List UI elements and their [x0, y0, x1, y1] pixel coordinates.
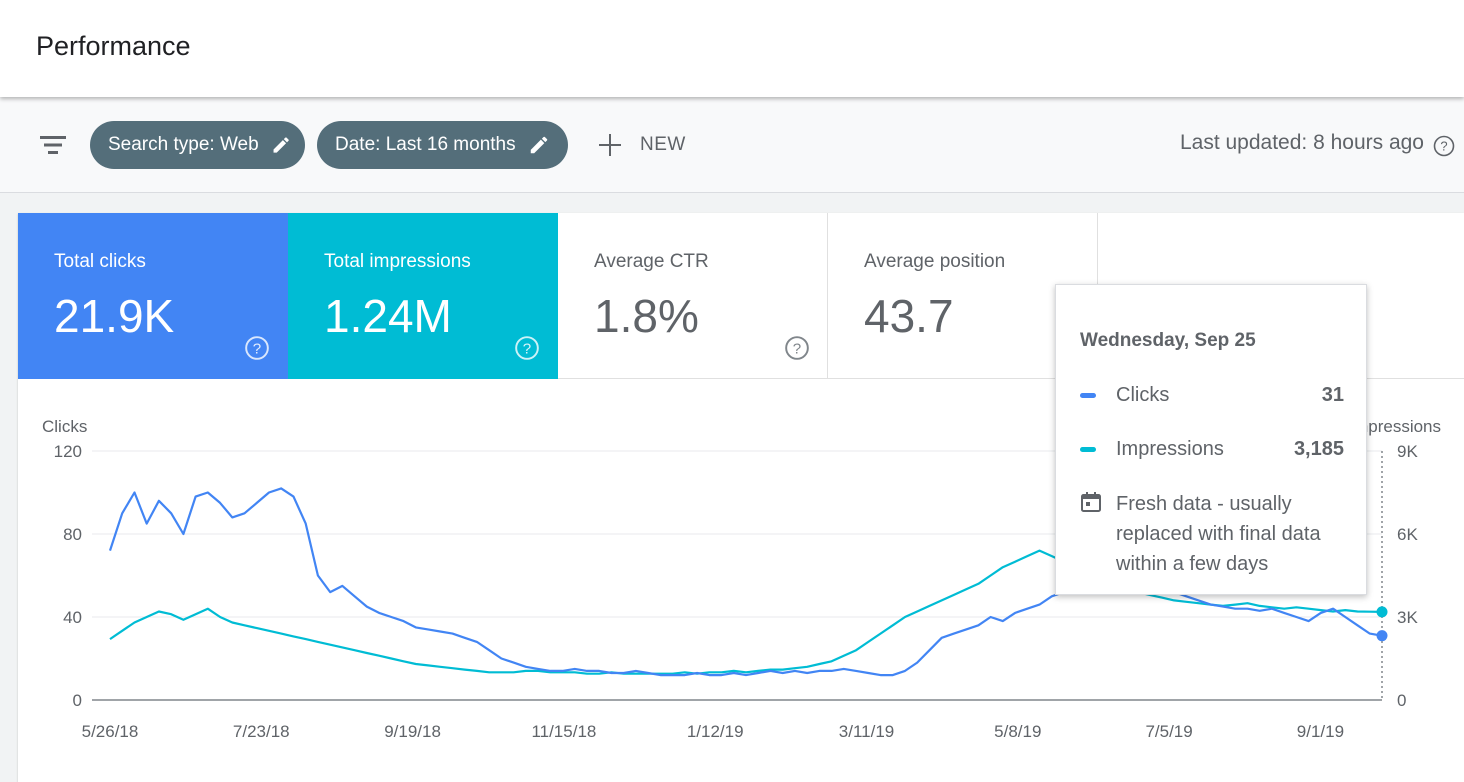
filter-toolbar: Search type: Web Date: Last 16 months NE…	[0, 97, 1464, 193]
fresh-note-line: replaced with final data	[1116, 523, 1321, 545]
help-icon[interactable]: ?	[514, 335, 540, 361]
tooltip-series-value: 3,185	[1293, 437, 1344, 460]
new-filter-button[interactable]: NEW	[596, 121, 686, 169]
edit-icon	[530, 136, 547, 154]
left-tick-label: 0	[73, 691, 82, 710]
metric-average-position[interactable]: Average position 43.7	[828, 213, 1098, 379]
search-type-chip-label: Search type: Web	[108, 134, 259, 155]
left-axis-title: Clicks	[42, 417, 87, 436]
svg-text:?: ?	[1440, 139, 1447, 154]
x-tick-label: 9/19/18	[384, 722, 441, 741]
fresh-note-line: within a few days	[1116, 553, 1269, 575]
tooltip-series-name: Clicks	[1116, 383, 1170, 406]
x-tick-label: 1/12/19	[687, 722, 744, 741]
new-filter-label: NEW	[640, 134, 686, 155]
clicks-legend-swatch	[1080, 392, 1096, 398]
x-tick-label: 11/15/18	[531, 722, 596, 741]
metric-value: 1.24M	[324, 290, 452, 342]
metric-label: Total impressions	[324, 251, 471, 272]
help-icon[interactable]: ?	[784, 335, 810, 361]
x-tick-label: 3/11/19	[839, 722, 894, 741]
right-tick-label: 0	[1397, 691, 1406, 710]
tooltip-series-value: 31	[1321, 383, 1344, 406]
tooltip-fresh-note: Fresh data - usually replaced with final…	[1080, 489, 1350, 579]
x-tick-label: 7/5/19	[1145, 722, 1192, 741]
metric-label: Average CTR	[594, 251, 709, 272]
metric-total-impressions[interactable]: Total impressions 1.24M ?	[288, 213, 558, 379]
tooltip-row-impressions: Impressions 3,185	[1080, 435, 1344, 463]
impressions-line	[109, 549, 1383, 675]
last-updated-text: Last updated: 8 hours ago	[1179, 131, 1424, 154]
plus-icon	[599, 134, 621, 156]
metric-value: 1.8%	[594, 290, 699, 342]
left-tick-label: 40	[63, 608, 82, 627]
filter-icon[interactable]	[36, 131, 70, 159]
tooltip-row-clicks: Clicks 31	[1080, 381, 1344, 409]
x-tick-label: 5/8/19	[994, 722, 1041, 741]
tooltip-date: Wednesday, Sep 25	[1080, 330, 1256, 351]
x-tick-label: 5/26/18	[82, 722, 139, 741]
date-range-chip-label: Date: Last 16 months	[335, 134, 516, 155]
metric-value: 21.9K	[54, 290, 175, 342]
metric-total-clicks[interactable]: Total clicks 21.9K ?	[18, 213, 288, 379]
metric-value: 43.7	[864, 290, 954, 342]
calendar-icon	[1081, 492, 1101, 512]
right-tick-label: 3K	[1397, 608, 1418, 627]
right-axis-title: Impressions	[1349, 417, 1441, 436]
right-tick-label: 6K	[1397, 525, 1418, 544]
svg-text:?: ?	[523, 340, 531, 357]
x-tick-label: 7/23/18	[233, 722, 290, 741]
help-icon[interactable]: ?	[244, 335, 270, 361]
right-tick-label: 9K	[1397, 442, 1418, 461]
svg-text:?: ?	[253, 340, 261, 357]
metric-label: Total clicks	[54, 251, 146, 272]
metric-average-ctr[interactable]: Average CTR 1.8% ?	[558, 213, 828, 379]
impressions-legend-swatch	[1080, 446, 1096, 452]
x-tick-label: 9/1/19	[1297, 722, 1344, 741]
clicks-line-hover-point	[1376, 630, 1388, 642]
fresh-note-line: Fresh data - usually	[1116, 493, 1292, 515]
help-icon[interactable]: ?	[1432, 134, 1456, 158]
page-title: Performance	[36, 31, 191, 61]
tooltip-series-name: Impressions	[1116, 437, 1224, 460]
impressions-line-hover-point	[1376, 606, 1388, 618]
header: Performance	[0, 0, 1464, 97]
date-range-chip[interactable]: Date: Last 16 months	[317, 121, 568, 169]
edit-icon	[273, 137, 289, 153]
metric-label: Average position	[864, 251, 1006, 272]
left-tick-label: 80	[63, 525, 82, 544]
chart-tooltip: Wednesday, Sep 25 Clicks 31 Impressions …	[1055, 284, 1367, 595]
search-type-chip[interactable]: Search type: Web	[90, 121, 305, 169]
left-tick-label: 120	[54, 442, 82, 461]
svg-text:?: ?	[793, 340, 801, 357]
